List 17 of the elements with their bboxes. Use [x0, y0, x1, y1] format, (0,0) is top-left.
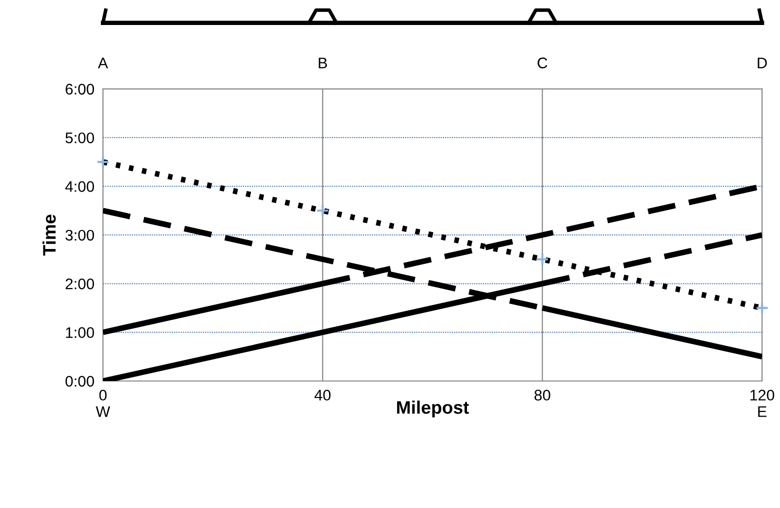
text: C — [538, 58, 548, 68]
y-tick-label: 2:00 — [66, 278, 94, 290]
y-axis-title: Time — [42, 214, 56, 256]
x-tick-label: 0 W — [96, 390, 110, 417]
y-tick-label: 6:00 — [66, 84, 94, 95]
y-tick-label: 0:00 — [65, 376, 94, 387]
text: A — [98, 58, 108, 68]
y-tick-label: 1:00 — [66, 327, 94, 338]
y-tick-label: 3:00 — [65, 230, 94, 241]
y-tick-label: 4:00 — [65, 181, 94, 192]
text: D — [758, 58, 767, 68]
x-tick-label: 80 — [534, 390, 550, 401]
text: B — [318, 58, 327, 68]
x-tick-label: 120 E — [750, 390, 774, 417]
y-tick-label: 5:00 — [66, 132, 94, 144]
x-axis-title: Milepost — [397, 400, 469, 418]
x-tick-label: 40 — [314, 390, 331, 401]
